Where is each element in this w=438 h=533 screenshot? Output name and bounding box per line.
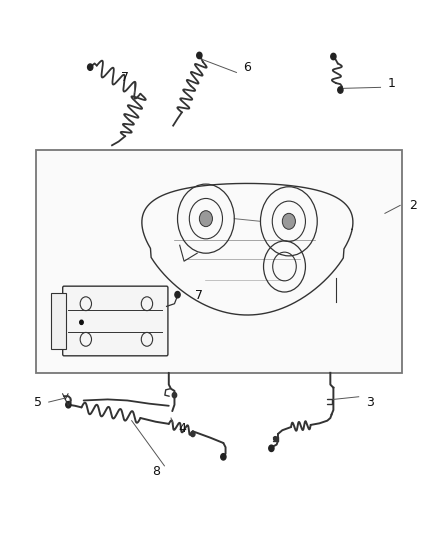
Bar bbox=[51, 293, 66, 349]
Circle shape bbox=[338, 87, 343, 93]
Text: 4: 4 bbox=[178, 422, 186, 435]
Circle shape bbox=[175, 292, 180, 298]
Circle shape bbox=[197, 52, 202, 59]
Circle shape bbox=[66, 401, 71, 408]
Text: 5: 5 bbox=[34, 395, 42, 409]
Text: 3: 3 bbox=[366, 395, 374, 409]
Circle shape bbox=[191, 431, 195, 437]
Text: 6: 6 bbox=[244, 61, 251, 74]
Circle shape bbox=[88, 64, 93, 70]
Circle shape bbox=[274, 437, 277, 441]
Circle shape bbox=[80, 320, 83, 325]
Text: 1: 1 bbox=[388, 77, 396, 90]
Text: 7: 7 bbox=[195, 289, 203, 302]
Circle shape bbox=[331, 53, 336, 60]
Circle shape bbox=[269, 445, 274, 451]
Circle shape bbox=[199, 211, 212, 227]
Text: 2: 2 bbox=[410, 199, 417, 212]
Circle shape bbox=[283, 213, 295, 229]
Text: 8: 8 bbox=[152, 465, 160, 478]
Circle shape bbox=[172, 392, 177, 398]
Text: 7: 7 bbox=[121, 71, 129, 84]
Circle shape bbox=[221, 454, 226, 460]
Bar bbox=[35, 150, 403, 373]
FancyBboxPatch shape bbox=[63, 286, 168, 356]
